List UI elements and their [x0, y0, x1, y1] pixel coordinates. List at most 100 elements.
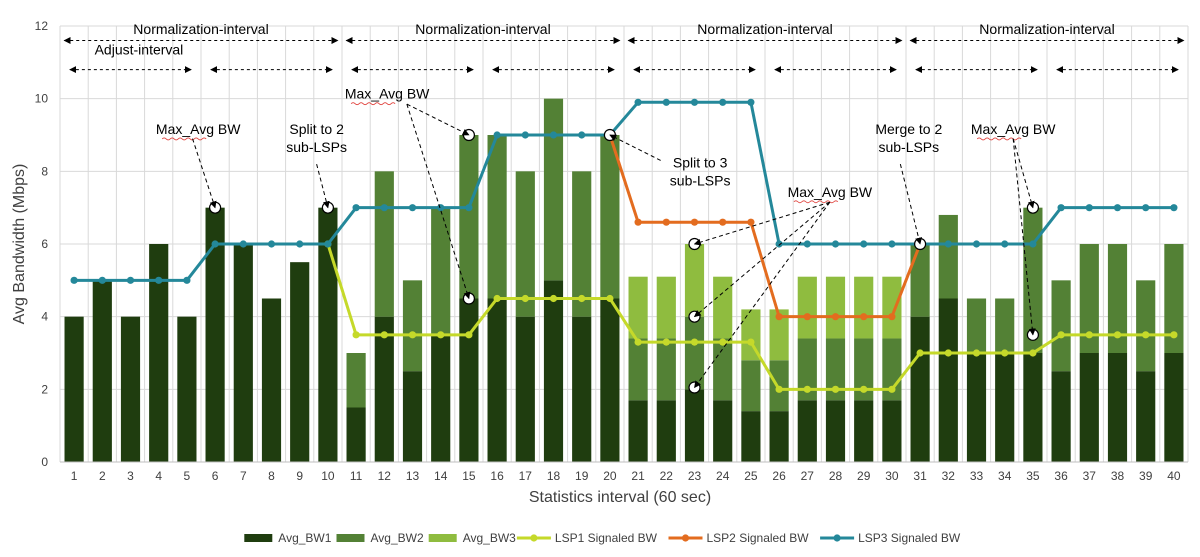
bar-avg-bw1: [177, 316, 197, 462]
bar-avg-bw1: [966, 353, 987, 462]
x-tick-label: 10: [321, 469, 335, 483]
bar-avg-bw1: [854, 400, 874, 462]
bar-avg-bw3: [854, 276, 874, 339]
x-tick-label: 37: [1083, 469, 1097, 483]
bar-avg-bw1: [628, 400, 648, 462]
interval-layer: Normalization-interval Normalization-inte…: [63, 21, 1185, 74]
x-tick-label: 3: [127, 469, 134, 483]
series-point: [70, 276, 78, 284]
series-point: [860, 313, 868, 321]
series-point: [719, 338, 727, 346]
annotation-max1: Max_Avg BW: [156, 121, 241, 137]
x-tick-label: 26: [772, 469, 786, 483]
series-point: [634, 98, 642, 106]
bar-avg-bw1: [233, 244, 253, 462]
bar-avg-bw2: [684, 316, 705, 390]
annotation-arrow: [1012, 138, 1036, 336]
series-point: [1170, 331, 1178, 339]
series-point: [719, 218, 727, 226]
bar-avg-bw2: [402, 280, 423, 372]
series-point: [437, 331, 445, 339]
series-point: [549, 294, 558, 303]
series-point: [211, 240, 219, 248]
bar-avg-bw2: [938, 214, 958, 299]
x-tick-label: 8: [268, 469, 275, 483]
bar-avg-bw1: [205, 207, 225, 462]
series-point: [972, 349, 981, 357]
legend-swatch: [336, 534, 365, 542]
x-tick-label: 21: [631, 469, 645, 483]
series-line: [74, 100, 1174, 282]
legend: Avg_BW1 Avg_BW2 Avg_BW3 LSP1 Signaled BW LSP…: [244, 531, 961, 545]
series-point: [183, 276, 191, 284]
series-point: [747, 218, 755, 226]
x-tick-label: 4: [155, 469, 162, 483]
bar-avg-bw2: [966, 298, 987, 353]
series-point: [747, 338, 755, 346]
annotation-max3: Max_Avg BW: [788, 184, 873, 200]
legend-swatch-marker: [681, 534, 690, 542]
series-point: [916, 349, 924, 357]
annotation-arrow: [693, 201, 831, 246]
series-point: [521, 131, 529, 139]
bar-avg-bw1: [92, 280, 112, 462]
bar-avg-bw3: [825, 276, 846, 339]
series-point: [437, 204, 445, 212]
y-tick-label: 2: [41, 382, 48, 396]
bar-avg-bw1: [1164, 353, 1184, 462]
x-tick-label: 33: [970, 469, 984, 483]
legend-swatch: [428, 534, 457, 542]
annotation-split2: sub-LSPs: [286, 139, 347, 155]
bar-avg-bw1: [1136, 371, 1156, 462]
normalization-interval-label: Normalization-interval: [415, 21, 550, 37]
bar-avg-bw1: [1023, 353, 1043, 462]
x-tick-label: 11: [350, 469, 363, 483]
series-point: [98, 276, 106, 284]
bar-avg-bw1: [290, 262, 310, 462]
series-point: [860, 240, 868, 248]
series-point: [408, 204, 417, 212]
x-tick-label: 36: [1054, 469, 1068, 483]
series-point: [719, 98, 727, 106]
x-tick-label: 32: [942, 469, 956, 483]
bar-avg-bw2: [854, 338, 874, 401]
annotation-arrow: [694, 201, 831, 389]
bar-avg-bw1: [600, 298, 620, 462]
bar-avg-bw1: [995, 353, 1015, 462]
normalization-interval-label: Normalization-interval: [979, 21, 1114, 37]
bar-avg-bw2: [825, 338, 846, 401]
series-point: [1057, 204, 1065, 212]
bar-avg-bw1: [1051, 371, 1071, 462]
legend-label: Avg_BW2: [371, 531, 424, 545]
bar-avg-bw1: [149, 244, 169, 462]
legend-label: LSP2 Signaled BW: [707, 531, 810, 545]
bar-avg-bw1: [656, 400, 676, 462]
series-point: [521, 294, 529, 303]
bar-avg-bw2: [487, 135, 507, 299]
series-point: [803, 313, 811, 321]
bar-avg-bw2: [1051, 280, 1071, 372]
x-tick-label: 6: [212, 469, 219, 483]
series-point: [634, 338, 642, 346]
bar-avg-bw3: [713, 276, 733, 339]
series-point: [1029, 240, 1037, 248]
series-point: [690, 338, 699, 346]
series-point: [972, 240, 981, 248]
series-point: [408, 331, 417, 339]
legend-label: Avg_BW1: [278, 531, 331, 545]
bar-avg-bw2: [656, 338, 676, 401]
series-point: [831, 240, 840, 248]
x-axis-title: Statistics interval (60 sec): [529, 489, 711, 506]
spellcheck-underline: [350, 102, 396, 106]
bar-avg-bw1: [261, 298, 282, 462]
series-point: [1142, 331, 1150, 339]
bar-avg-bw2: [1107, 244, 1128, 353]
series-point: [803, 385, 811, 393]
series-point: [1001, 349, 1009, 357]
x-tick-label: 15: [462, 469, 476, 483]
x-tick-label: 18: [547, 469, 561, 483]
bar-avg-bw1: [543, 280, 564, 462]
series-point: [352, 204, 360, 212]
bar-avg-bw1: [1107, 353, 1128, 462]
